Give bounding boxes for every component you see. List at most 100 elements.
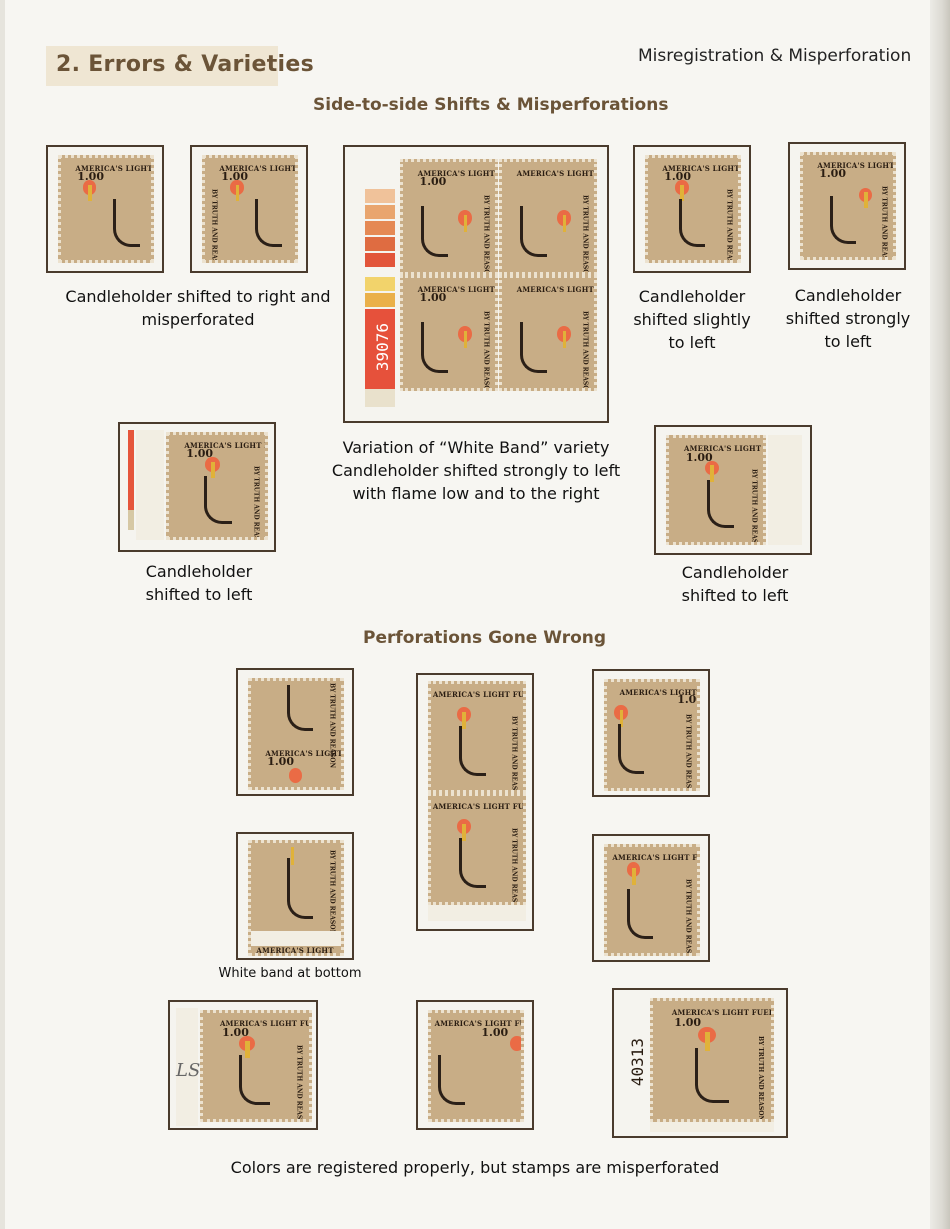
shifts-heading: Side-to-side Shifts & Misperforations (313, 95, 669, 115)
stamp: AMERICA'S LIGHT FUELED 1.00 BY TRUTH AND… (202, 155, 298, 263)
stamp-mount: AMERICA'S LIGHT FUELED 1.00 BY TRUTH AND… (654, 425, 812, 555)
stamp-side-text: BY TRUTH AND REASON (684, 878, 692, 956)
stamp-side-text: BY TRUTH AND REASON (482, 311, 490, 391)
stamp-legend: AMERICA'S LIGHT FUELED (817, 161, 895, 171)
candleholder-icon (830, 195, 857, 244)
stamp-mount: AMERICA'S LIGHT FUELED 1.00 BY TRUTH AND… (788, 142, 906, 270)
stamp-mount: AMERICA'S LIGHT FUELED 1.00 (416, 1000, 534, 1130)
candleholder-icon (678, 198, 705, 247)
pencil-note: LS (176, 1060, 201, 1081)
stamp-legend: AMERICA'S LIGHT FUELED (434, 1019, 521, 1029)
stamp: AMERICA'S LIGHT FUELED 1.00 BY TRUTH AND… (604, 679, 700, 791)
stamp-value: 1.00 (222, 1025, 249, 1039)
plate-block-mount: 39076 AMERICA'S LIGHT FUELED 1.00 BY TRU… (343, 145, 609, 423)
section-title: 2. Errors & Varieties (56, 52, 314, 77)
candle-icon (245, 1040, 250, 1058)
stamp-side-text: BY TRUTH AND REASON (210, 188, 218, 263)
plate-number: 39076 (373, 323, 392, 372)
stamp-mount: 40313 AMERICA'S LIGHT FUELED 1.00 BY TRU… (612, 988, 788, 1138)
candle-icon (704, 1031, 710, 1051)
candle-icon (864, 191, 868, 209)
stamp-value: 1.00 (221, 170, 248, 184)
stamp-side-text: BY TRUTH AND REASON (482, 195, 490, 275)
candleholder-icon (695, 1048, 730, 1104)
stamp-value: 1.00 (664, 170, 691, 184)
stamp: AMERICA'S LIGHT FUELED BY TRUTH AND REAS… (499, 275, 597, 391)
flame-icon (510, 1036, 521, 1052)
candleholder-icon (239, 1055, 270, 1106)
candle-icon (463, 214, 468, 233)
stamp-value: 1.00 (419, 175, 447, 189)
stamp-value: 1.00 (186, 447, 214, 461)
candleholder-icon (421, 322, 449, 374)
stamp-legend: AMERICA'S LIGHT FUELED (75, 164, 153, 174)
candle-icon (562, 214, 567, 233)
flame-icon (288, 767, 303, 783)
stamp-legend: AMERICA'S LIGHT (256, 946, 334, 956)
candleholder-icon (255, 198, 282, 247)
candleholder-icon (287, 685, 314, 731)
white-band (650, 1122, 774, 1132)
stamp-legend: AMERICA'S LIGHT FUELED (219, 164, 297, 174)
stamp: AMERICA'S LIGHT FUELED 1.00 BY TRUTH AND… (645, 155, 741, 263)
candle-icon (562, 330, 567, 349)
stamp-value: 1.00 (677, 692, 697, 706)
stamp-legend: AMERICA'S LIGHT FUELED (662, 164, 740, 174)
stamp-legend: AMERICA'S LIGHT FUELED (432, 802, 525, 812)
color-bar (365, 309, 395, 389)
caption-slight-left: Candleholder shifted slightly to left (633, 287, 751, 352)
stamp-value: 1.00 (267, 755, 294, 769)
white-band (136, 430, 164, 540)
stamp-side-text: BY TRUTH AND REASON (581, 195, 589, 275)
candleholder-icon (458, 726, 486, 777)
caption-footer: Colors are registered properly, but stam… (230, 1158, 720, 1177)
stamp: AMERICA'S LIGHT FUELED 1.00 BY TRUTH AND… (800, 152, 896, 260)
caption-right-shift: Candleholder shifted to right and misper… (65, 287, 331, 329)
stamp: AMERICA'S LIGHT FUELED 1.00 BY TRUTH AND… (666, 435, 766, 545)
stamp-side-text: BY TRUTH AND REASON (581, 311, 589, 391)
color-bar (365, 389, 395, 407)
candle-icon (680, 184, 684, 201)
candle-icon (235, 184, 240, 201)
section-tag (46, 46, 278, 86)
caption-white-band-bottom: White band at bottom (218, 966, 362, 981)
stamp-legend: AMERICA'S LIGHT FUELED (612, 853, 698, 863)
stamp: AMERICA'S LIGHT FUELED BY TRUTH AND REAS… (428, 793, 526, 905)
stamp-mount: AMERICA'S LIGHT FUELED 1.00 BY TRUTH AND… (236, 668, 354, 796)
stamp-mount: LS AMERICA'S LIGHT FUELED 1.00 BY TRUTH … (168, 1000, 318, 1130)
stamp: AMERICA'S LIGHT FUELED 1.00 BY TRUTH AND… (400, 275, 498, 391)
stamp-mount: AMERICA'S LIGHT FUELED 1.00 BY TRUTH AND… (592, 669, 710, 797)
stamp-value: 1.00 (685, 450, 713, 464)
stamp-side-text: BY TRUTH AND REASON (252, 465, 260, 540)
stamp-value: 1.00 (674, 1015, 702, 1029)
stamp: AMERICA'S LIGHT FUELED 1.00 BY TRUTH AND… (650, 998, 774, 1122)
stamp-legend: AMERICA'S LIGHT FUELED (619, 688, 697, 698)
candle-icon (211, 461, 216, 478)
stamp-side-text: BY TRUTH AND REASON (510, 827, 518, 905)
color-bar (365, 205, 395, 219)
color-bar (365, 237, 395, 251)
stamp: AMERICA'S LIGHT FUELED BY TRUTH AND REAS… (428, 681, 526, 793)
candleholder-icon (520, 206, 548, 258)
plate-number: 40313 (628, 1038, 647, 1087)
stamp: BY TRUTH AND REASON AMERICA'S LIGHT (248, 840, 344, 956)
candle-icon (88, 184, 92, 201)
candleholder-icon (203, 475, 232, 524)
stamp-legend: AMERICA'S LIGHT FUELED (417, 168, 495, 178)
stamp-mount: AMERICA'S LIGHT FUELED BY TRUTH AND REAS… (592, 834, 710, 962)
color-bar (128, 430, 134, 510)
stamp-side-text: BY TRUTH AND REASON (295, 1044, 303, 1122)
stamp-side-text: BY TRUTH AND REASON (756, 1036, 764, 1122)
white-band (768, 435, 802, 545)
candleholder-icon (626, 889, 654, 940)
stamp-value: 1.00 (419, 291, 447, 305)
color-bar (365, 253, 395, 267)
white-band (176, 1008, 198, 1126)
stamp: AMERICA'S LIGHT FUELED 1.00 BY TRUTH AND… (248, 678, 344, 790)
stamp-side-text: BY TRUTH AND REASON (880, 185, 888, 260)
stamp-legend: AMERICA'S LIGHT FUELED (417, 284, 495, 294)
stamp-legend: AMERICA'S LIGHT FUELED (684, 444, 763, 454)
candle-icon (463, 330, 468, 349)
pair-mount: AMERICA'S LIGHT FUELED BY TRUTH AND REAS… (416, 673, 534, 931)
candleholder-icon (421, 206, 449, 258)
